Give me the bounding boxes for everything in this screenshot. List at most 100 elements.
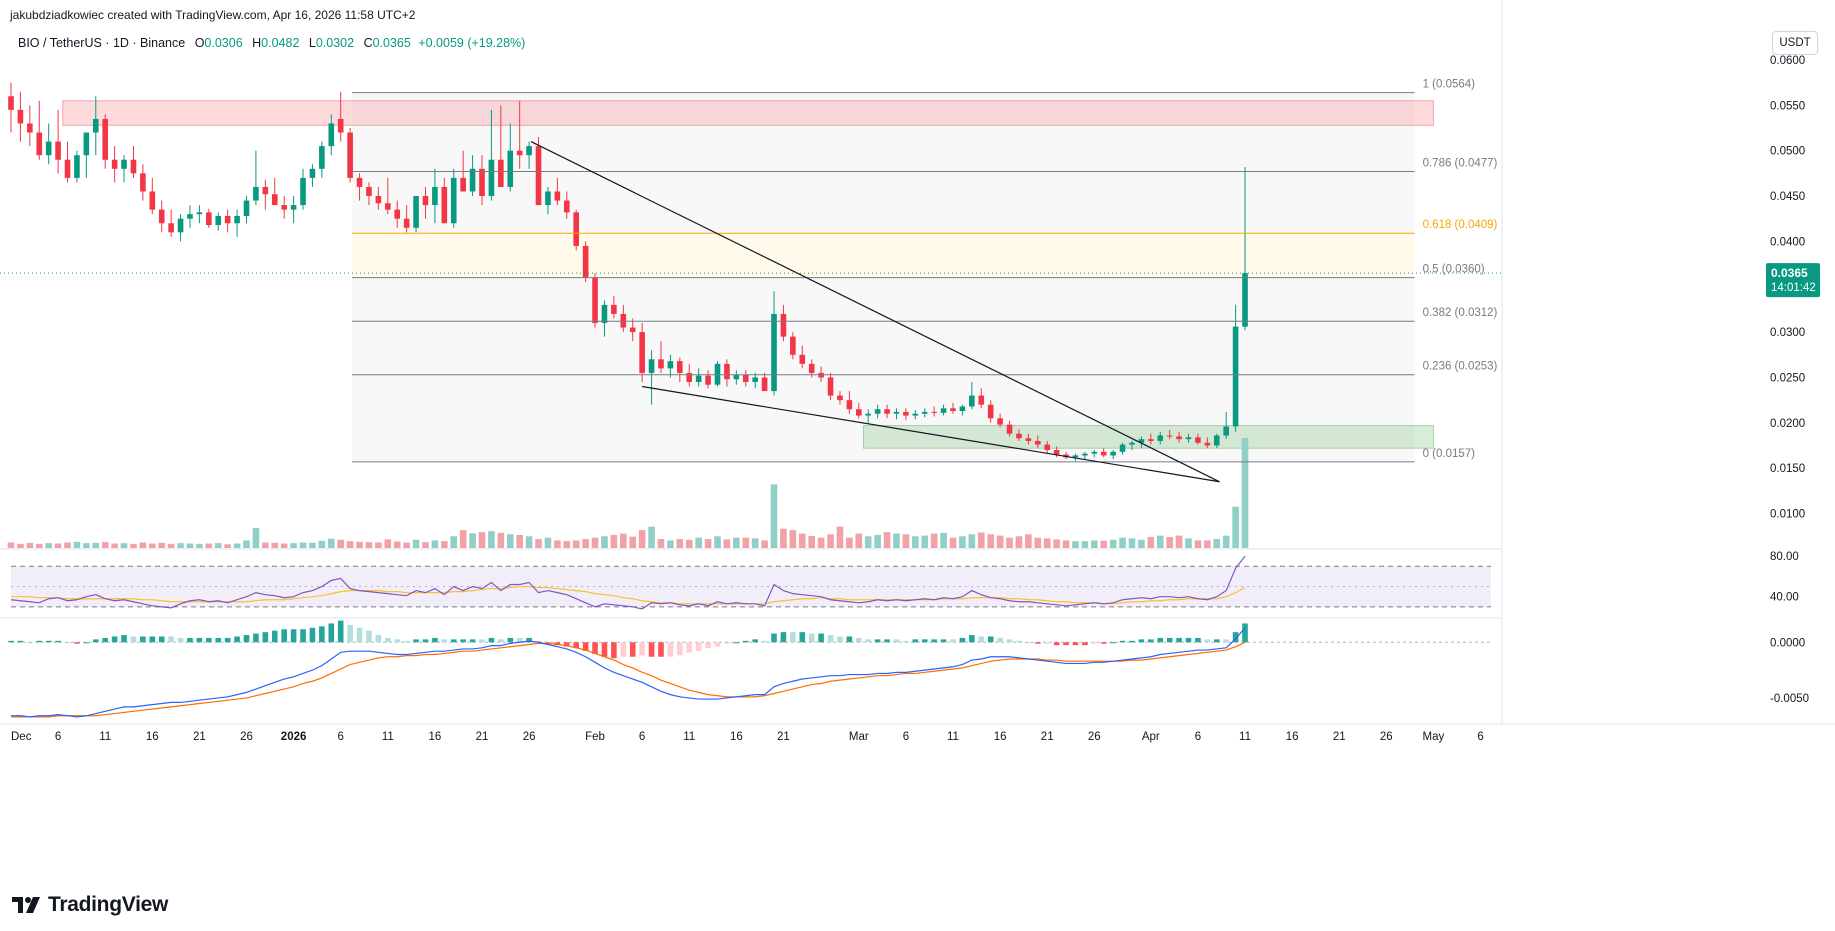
volume-bar — [1241, 438, 1249, 548]
candle-body — [1213, 435, 1220, 446]
volume-bar — [704, 539, 712, 548]
time-tick-label: 2026 — [281, 731, 307, 743]
candle-body — [799, 354, 806, 364]
macd-histogram-bar — [92, 639, 99, 643]
volume-bar — [912, 536, 919, 548]
time-tick-label: Apr — [1142, 731, 1160, 743]
candle-body — [573, 212, 579, 246]
macd-histogram-bar — [441, 639, 448, 643]
macd-line — [11, 627, 1246, 718]
macd-histogram-bar — [64, 642, 71, 644]
volume-bar — [177, 543, 184, 548]
candle-body — [1110, 451, 1116, 456]
time-tick-label: 16 — [146, 731, 159, 743]
rsi-tick-label: 80.00 — [1770, 551, 1799, 563]
macd-histogram-bar — [931, 639, 937, 643]
macd-histogram-bar — [535, 640, 542, 643]
volume-bar — [1128, 538, 1136, 548]
time-tick-label: 21 — [476, 731, 489, 743]
volume-bar — [893, 533, 900, 548]
candle-body — [724, 363, 730, 380]
currency-button[interactable]: USDT — [1772, 31, 1818, 55]
volume-bar — [120, 543, 128, 548]
candle-body — [243, 200, 250, 216]
time-tick-label: Dec — [11, 731, 32, 743]
change-value: +0.0059 (+19.28%) — [418, 36, 526, 50]
candle-body — [413, 196, 419, 228]
candle-body — [450, 177, 457, 224]
candle-body — [856, 409, 862, 416]
candle-body — [940, 408, 947, 413]
candle-body — [903, 411, 909, 416]
macd-histogram-bar — [1138, 639, 1145, 643]
fib-level-label: 0.382 (0.0312) — [1423, 307, 1498, 319]
volume-bar — [1232, 506, 1239, 548]
time-tick-label: 6 — [1195, 731, 1201, 743]
macd-tick-label: 0.0000 — [1770, 637, 1805, 649]
volume-bar — [648, 526, 655, 548]
price-tick-label: 0.0500 — [1770, 146, 1805, 158]
open-value: 0.0306 — [204, 36, 243, 50]
time-tick-label: 6 — [1477, 731, 1483, 743]
candle-body — [17, 109, 24, 124]
fib-band — [352, 277, 1415, 322]
rsi-tick-label: 40.00 — [1770, 592, 1799, 604]
time-tick-label: 11 — [683, 731, 695, 743]
volume-bar — [676, 539, 684, 548]
macd-histogram-bar — [1223, 639, 1229, 643]
macd-histogram-bar — [629, 642, 636, 657]
macd-histogram-bar — [790, 632, 796, 643]
time-tick-label: 26 — [523, 731, 536, 743]
volume-bar — [1119, 537, 1126, 548]
macd-histogram-bar — [413, 639, 419, 643]
volume-bar — [1081, 541, 1089, 548]
volume-bar — [949, 537, 957, 548]
macd-histogram-bar — [375, 635, 382, 643]
candle-body — [187, 214, 193, 219]
macd-histogram-bar — [243, 635, 250, 643]
candle-body — [592, 277, 598, 324]
volume-bar — [789, 530, 797, 548]
price-tick-label: 0.0150 — [1770, 463, 1805, 475]
macd-signal-line — [11, 641, 1246, 718]
time-tick-label: 21 — [1041, 731, 1054, 743]
tradingview-logo[interactable]: TradingView — [12, 893, 168, 917]
time-tick-label: 11 — [947, 731, 959, 743]
symbol-title[interactable]: BIO / TetherUS · 1D · Binance — [18, 36, 186, 50]
candle-body — [441, 186, 448, 224]
candle-body — [516, 150, 523, 156]
volume-bar — [836, 526, 844, 548]
macd-histogram-bar — [55, 640, 61, 643]
candle-body — [309, 168, 316, 178]
macd-histogram-bar — [601, 642, 608, 657]
fib-level-label: 0.236 (0.0253) — [1423, 361, 1498, 373]
candle-body — [356, 177, 363, 187]
volume-bar — [1213, 539, 1221, 548]
volume-bar — [959, 536, 966, 548]
candle-body — [460, 177, 466, 192]
volume-bar — [280, 543, 288, 548]
volume-bar — [516, 534, 523, 548]
macd-histogram-bar — [262, 632, 269, 643]
volume-bar — [714, 536, 721, 548]
macd-histogram-bar — [1157, 637, 1164, 643]
macd-histogram-bar — [1053, 642, 1060, 646]
macd-histogram-bar — [733, 642, 740, 644]
time-tick-label: Mar — [849, 731, 869, 743]
time-tick-label: 16 — [1286, 731, 1299, 743]
fib-level-label: 1 (0.0564) — [1423, 79, 1476, 91]
volume-bar — [855, 533, 863, 548]
macd-histogram-bar — [187, 637, 193, 643]
volume-bar — [1015, 536, 1023, 548]
candle-body — [1185, 437, 1192, 440]
volume-bar — [921, 535, 929, 548]
volume-bar — [1100, 540, 1108, 548]
price-tick-label: 0.0200 — [1770, 418, 1805, 430]
macd-histogram-bar — [498, 639, 504, 643]
volume-bar — [940, 532, 947, 548]
macd-histogram-bar — [1091, 642, 1098, 644]
candle-body — [27, 123, 33, 133]
macd-histogram-bar — [271, 630, 278, 643]
macd-pane — [8, 620, 1491, 718]
